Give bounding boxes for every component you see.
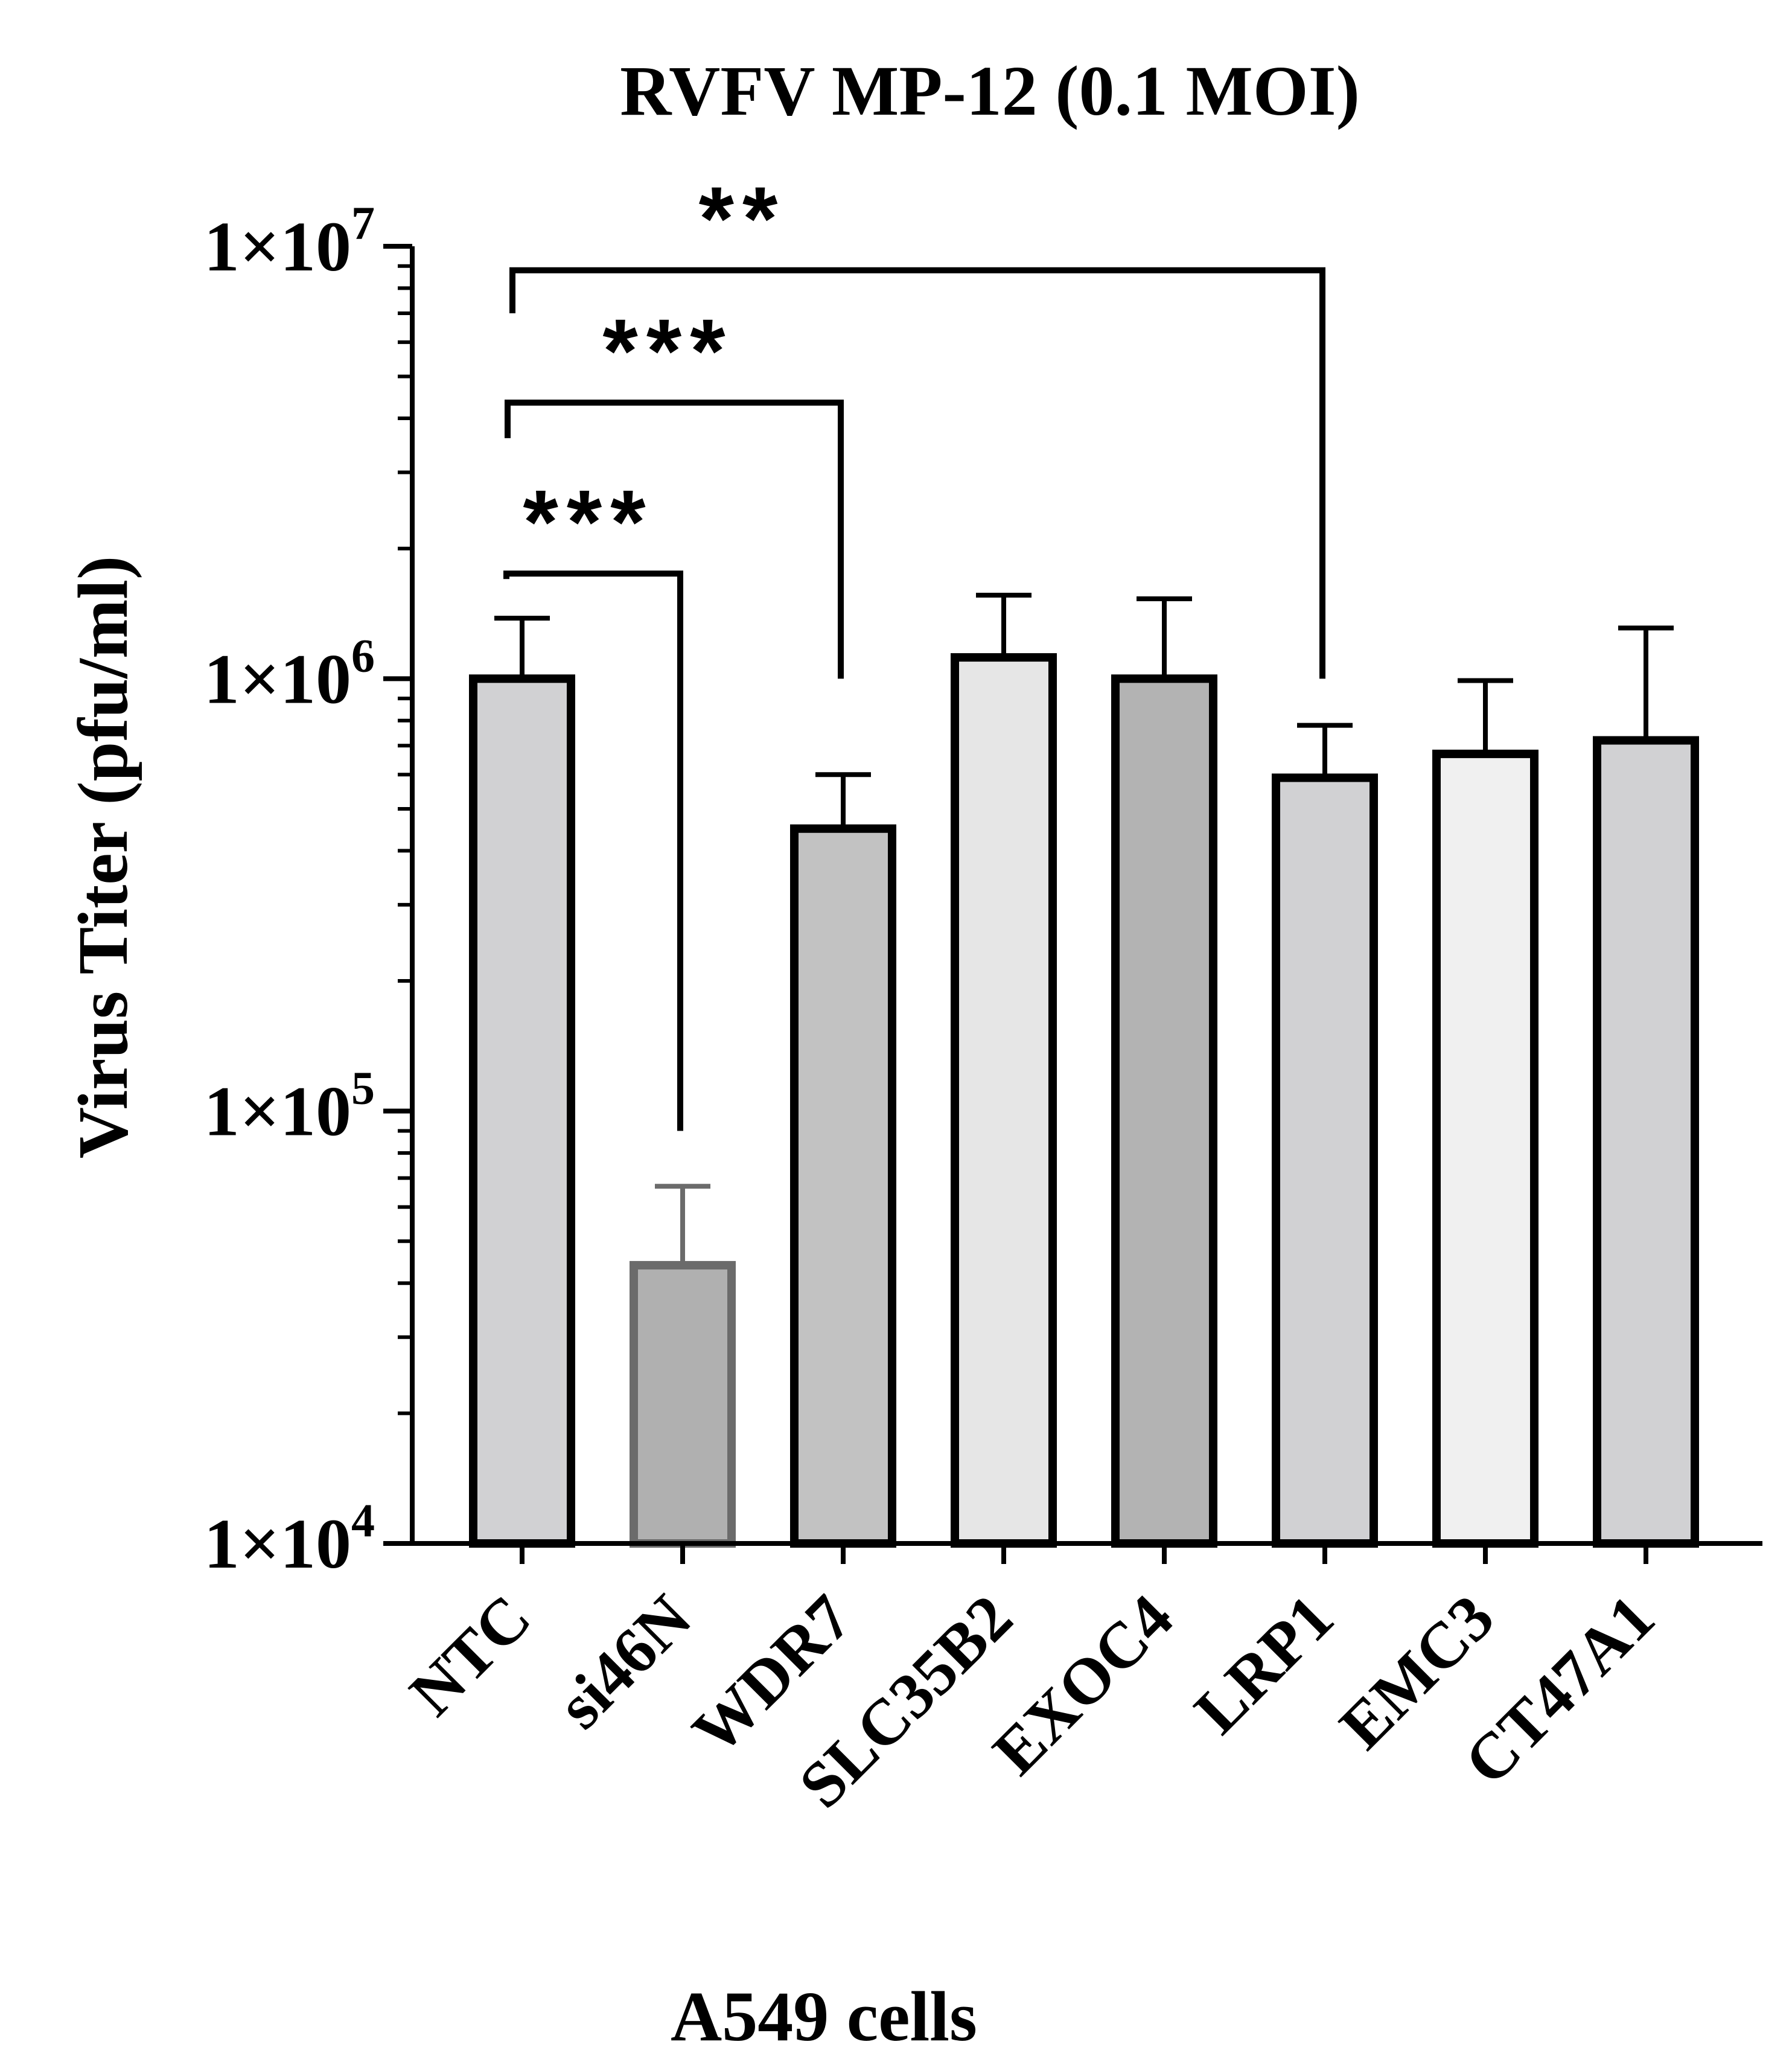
chart-title: RVFV MP-12 (0.1 MOI) bbox=[620, 51, 1360, 130]
bar-exoc4 bbox=[1111, 674, 1217, 1548]
y-tick-base: 1×10 bbox=[204, 207, 351, 286]
bar-lrp1 bbox=[1272, 773, 1378, 1548]
bars bbox=[469, 653, 1699, 1548]
bar-wdr7 bbox=[790, 824, 896, 1548]
significance-bracket bbox=[509, 267, 1325, 679]
error-bars bbox=[494, 592, 1674, 1266]
y-axis-label: Virus Titer (pfu/ml) bbox=[63, 556, 142, 1159]
significance-label: *** bbox=[602, 300, 733, 401]
significance-bracket bbox=[503, 570, 683, 1131]
bar-ct47a1 bbox=[1593, 736, 1699, 1548]
bar-ntc bbox=[469, 674, 575, 1548]
y-tick-label: 1×104 bbox=[204, 1494, 375, 1583]
x-tick-label-exoc4: EXOC4 bbox=[980, 1581, 1187, 1789]
y-tick-label: 1×106 bbox=[204, 629, 375, 718]
y-tick-base: 1×10 bbox=[204, 1504, 351, 1583]
y-tick-label: 1×105 bbox=[204, 1062, 375, 1151]
y-tick-exponent: 7 bbox=[351, 197, 375, 249]
significance-bracket bbox=[505, 399, 844, 679]
significance-label: ** bbox=[699, 168, 786, 269]
bar-slc35b2 bbox=[951, 653, 1057, 1548]
significance-label: *** bbox=[523, 471, 654, 572]
x-tick-label-lrp1: LRP1 bbox=[1181, 1581, 1347, 1747]
y-tick-exponent: 6 bbox=[351, 629, 375, 681]
axes bbox=[410, 246, 1762, 1564]
x-tick-label-ntc: NTC bbox=[397, 1581, 544, 1729]
y-tick-base: 1×10 bbox=[204, 639, 351, 718]
y-tick-label: 1×107 bbox=[204, 197, 375, 286]
bar-emc3 bbox=[1432, 749, 1539, 1548]
significance-brackets: ******** bbox=[503, 168, 1325, 1131]
y-tick-exponent: 4 bbox=[351, 1494, 375, 1546]
y-tick-base: 1×10 bbox=[204, 1072, 351, 1151]
x-axis-label: A549 cells bbox=[671, 1977, 977, 2056]
y-tick-exponent: 5 bbox=[351, 1062, 375, 1114]
bar-si46n bbox=[630, 1261, 736, 1548]
